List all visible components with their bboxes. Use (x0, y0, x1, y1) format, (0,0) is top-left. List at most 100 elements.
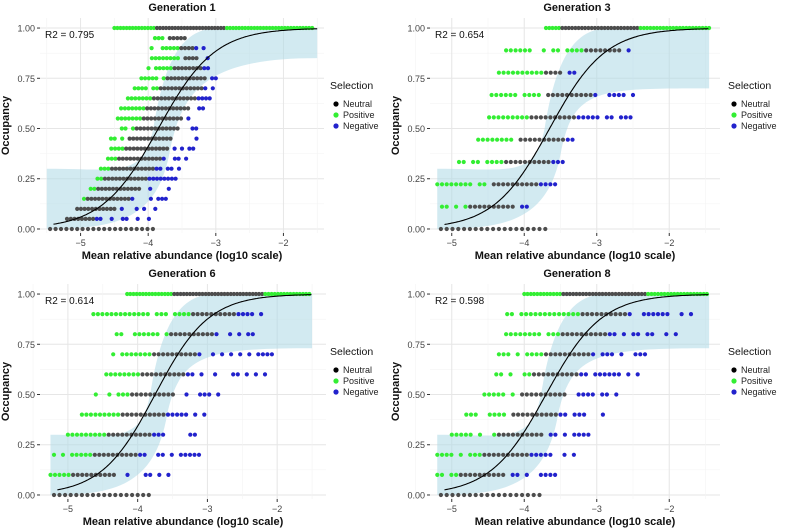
point-neutral (131, 146, 136, 151)
point-positive (513, 92, 518, 98)
point-positive (458, 182, 463, 187)
point-positive (571, 312, 576, 317)
point-neutral (135, 492, 140, 498)
point-neutral (75, 472, 80, 477)
point-positive (658, 25, 663, 31)
point-positive (504, 332, 509, 337)
point-neutral (183, 352, 188, 357)
point-positive (153, 66, 159, 71)
point-negative (172, 146, 177, 151)
point-neutral (548, 115, 553, 120)
point-positive (539, 70, 544, 75)
point-positive (499, 159, 504, 165)
point-neutral (188, 352, 193, 357)
point-neutral (577, 291, 582, 297)
point-neutral (149, 372, 154, 377)
point-positive (143, 291, 149, 297)
point-negative (120, 216, 125, 221)
point-neutral (612, 48, 617, 53)
point-neutral (147, 166, 152, 171)
point-neutral (143, 392, 148, 397)
point-neutral (632, 25, 637, 31)
point-neutral (456, 492, 461, 498)
point-negative (176, 166, 182, 171)
point-neutral (154, 156, 159, 161)
point-neutral (189, 96, 194, 101)
point-neutral (537, 159, 542, 165)
point-neutral (444, 492, 449, 498)
point-neutral (528, 137, 533, 142)
point-positive (119, 116, 124, 121)
point-positive (501, 115, 506, 120)
point-neutral (534, 392, 539, 397)
point-positive (547, 25, 552, 31)
point-neutral (633, 291, 638, 297)
point-neutral (149, 126, 154, 131)
point-negative (207, 96, 212, 101)
point-positive (307, 291, 312, 297)
point-neutral (200, 312, 205, 317)
point-positive (525, 291, 530, 297)
point-neutral (161, 25, 166, 31)
point-positive (492, 432, 497, 437)
point-neutral (215, 25, 220, 31)
point-negative (688, 312, 694, 317)
point-negative (572, 70, 577, 75)
point-negative (228, 332, 233, 337)
point-positive (652, 291, 657, 297)
point-neutral (561, 291, 566, 297)
y-tick-label: 0.75 (17, 340, 35, 350)
point-negative (543, 452, 548, 457)
point-positive (146, 66, 151, 71)
point-positive (151, 86, 156, 91)
point-neutral (156, 106, 161, 111)
point-neutral (583, 92, 589, 98)
point-positive (477, 182, 482, 187)
point-positive (551, 332, 556, 337)
point-positive (541, 48, 546, 53)
point-neutral (546, 372, 551, 377)
point-negative (577, 412, 582, 417)
point-positive (468, 432, 473, 437)
point-positive (501, 392, 506, 397)
point-neutral (101, 452, 106, 457)
point-neutral (153, 136, 158, 141)
point-neutral (543, 352, 549, 357)
point-positive (152, 36, 158, 41)
point-neutral (164, 136, 169, 141)
point-positive (532, 332, 537, 337)
point-positive (435, 472, 440, 477)
point-negative (614, 392, 619, 397)
point-neutral (110, 186, 116, 191)
point-negative (638, 352, 643, 357)
point-positive (508, 372, 513, 377)
point-positive (135, 372, 141, 377)
point-positive (137, 332, 142, 337)
point-neutral (150, 146, 155, 151)
point-positive (138, 116, 143, 121)
point-neutral (127, 146, 132, 151)
point-neutral (124, 166, 129, 171)
point-neutral (590, 291, 595, 297)
point-positive (513, 332, 518, 337)
point-neutral (123, 226, 128, 232)
point-neutral (181, 372, 186, 377)
point-positive (240, 25, 245, 31)
point-positive (141, 106, 146, 111)
point-negative (192, 432, 197, 437)
point-neutral (566, 25, 571, 31)
point-negative (593, 92, 598, 98)
point-negative (178, 452, 183, 457)
point-positive (542, 312, 548, 317)
point-neutral (142, 432, 148, 437)
point-neutral (505, 182, 510, 187)
point-neutral (458, 472, 463, 477)
point-neutral (109, 166, 115, 171)
point-neutral (197, 291, 202, 297)
point-neutral (586, 352, 591, 357)
point-neutral (71, 472, 76, 477)
fitted-curve (444, 294, 709, 491)
point-neutral (204, 312, 209, 317)
point-neutral (538, 392, 544, 397)
